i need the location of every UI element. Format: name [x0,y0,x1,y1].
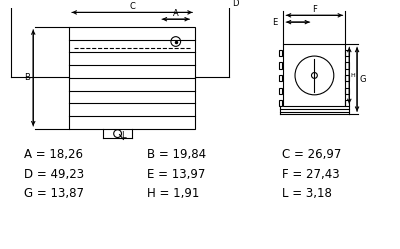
Text: H = 1,91: H = 1,91 [147,187,199,200]
Text: F = 27,43: F = 27,43 [282,168,340,181]
Text: G = 13,87: G = 13,87 [24,187,84,200]
Text: G: G [360,75,366,84]
Text: D = 49,23: D = 49,23 [24,168,84,181]
Text: B: B [24,73,30,82]
Text: A: A [173,9,179,18]
Text: B = 19,84: B = 19,84 [147,148,206,161]
Text: E: E [272,18,278,27]
Text: E = 13,97: E = 13,97 [147,168,205,181]
Text: F: F [312,5,317,14]
Text: L = 3,18: L = 3,18 [282,187,332,200]
Text: C = 26,97: C = 26,97 [282,148,342,161]
Text: L: L [122,131,126,140]
Text: H: H [350,73,355,78]
Text: A = 18,26: A = 18,26 [24,148,82,161]
Text: C: C [129,2,135,11]
Text: D: D [232,0,238,8]
